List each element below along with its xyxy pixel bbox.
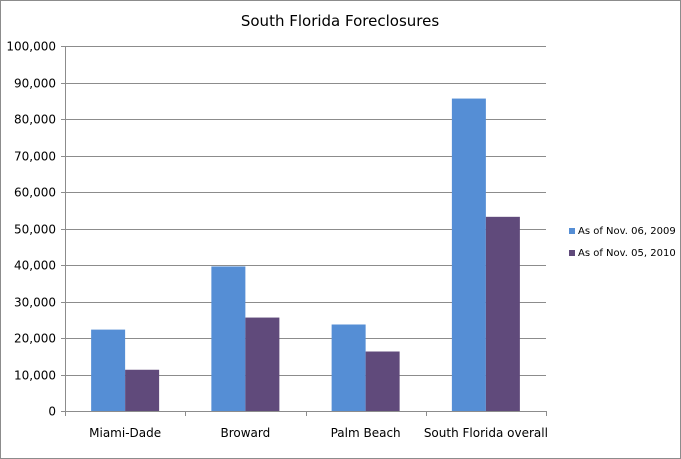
x-tick-label: South Florida overall [424,426,548,440]
x-axis-labels: Miami-Dade Broward Palm Beach South Florida… [89,426,548,440]
y-tick-label: 30,000 [14,296,56,310]
bar-2-2 [245,317,280,411]
y-tick-label: 40,000 [14,259,56,273]
bar-1-4 [451,98,486,411]
y-tick-label: 100,000 [6,40,56,54]
legend-swatch [569,250,575,256]
y-tick-label: 50,000 [14,223,56,237]
y-tick-label: 10,000 [14,369,56,383]
y-axis-ticks: 0 10,000 20,000 30,000 40,000 50,000 60,000 70,… [6,40,56,419]
chart-title: South Florida Foreclosures [241,12,439,30]
bar-2-4 [485,216,520,411]
legend-label: As of Nov. 05, 2010 [578,248,676,259]
bar-1-2 [211,266,246,411]
y-tick-label: 70,000 [14,150,56,164]
x-axis [65,46,547,416]
bar-1-1 [91,329,126,411]
y-tick-label: 60,000 [14,186,56,200]
y-tick-label: 80,000 [14,113,56,127]
bar-2-1 [125,369,160,411]
legend-label: As of Nov. 06, 2009 [578,226,676,237]
x-tick-label: Miami-Dade [89,426,161,440]
x-tick-label: Broward [220,426,270,440]
y-tick-label: 0 [48,405,56,419]
bars [91,98,520,411]
bar-2-3 [365,351,400,411]
bar-1-3 [331,324,366,411]
x-tick-label: Palm Beach [331,426,401,440]
legend-swatch [569,228,575,234]
y-tick-label: 90,000 [14,77,56,91]
legend: As of Nov. 06, 2009 As of Nov. 05, 2010 [569,226,676,259]
y-tick-label: 20,000 [14,332,56,346]
